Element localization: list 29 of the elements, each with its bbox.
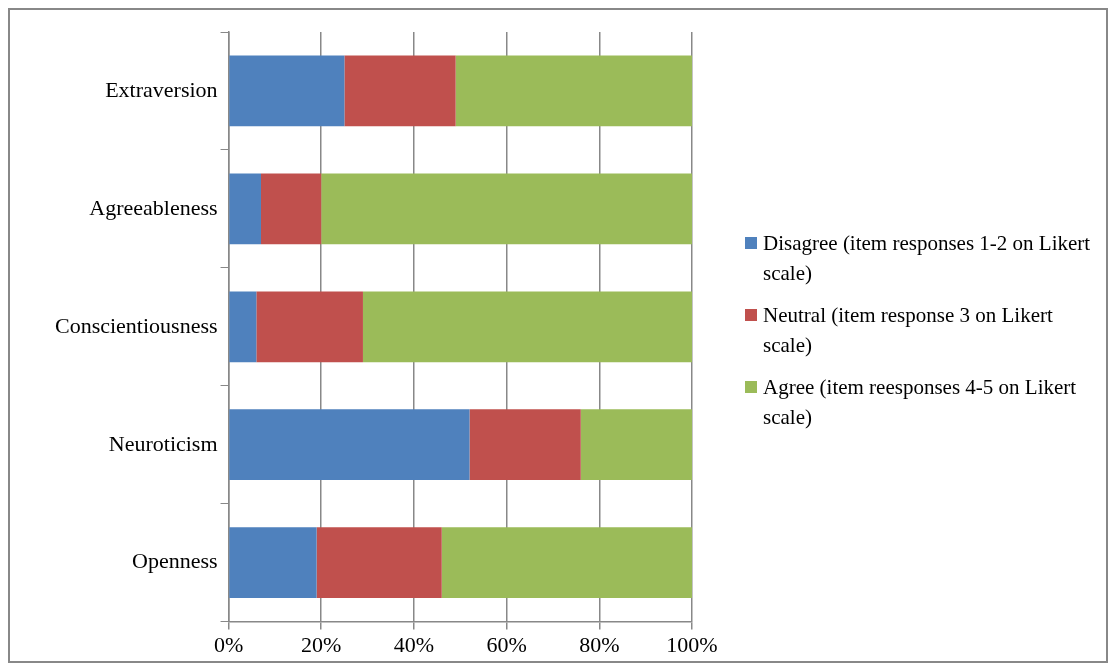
bar: [455, 55, 692, 127]
bar: [229, 527, 317, 599]
x-tick-label: 20%: [301, 631, 342, 657]
bar: [229, 291, 257, 363]
legend-label: Neutral (item response 3 on Likert scale): [763, 302, 1054, 359]
y-tick-label: Extraversion: [105, 76, 218, 102]
bar: [441, 527, 692, 599]
y-tick-label: Neuroticism: [108, 430, 218, 456]
x-tick-label: 100%: [666, 631, 718, 657]
bar: [321, 173, 692, 245]
x-tick-label: 40%: [393, 631, 435, 657]
x-tick-label: 80%: [579, 631, 620, 657]
y-tick-label: Conscientiousness: [54, 312, 218, 338]
legend-label: Agree (item reesponses 4-5 on Likert scale): [763, 374, 1078, 431]
bar: [362, 291, 692, 363]
bar: [256, 291, 363, 363]
bar: [344, 55, 456, 127]
bar: [229, 173, 261, 245]
y-tick-label: Agreeableness: [89, 194, 218, 220]
y-tick-label: Openness: [132, 548, 218, 574]
bar: [260, 173, 322, 245]
x-tick-label: 0%: [213, 631, 244, 657]
x-tick-label: 60%: [486, 631, 527, 657]
bar: [316, 527, 442, 599]
legend-label: Disagree (item responses 1-2 on Likert scale): [763, 230, 1092, 287]
bar: [229, 55, 345, 127]
bar: [229, 409, 470, 481]
bar: [469, 409, 581, 481]
bar: [580, 409, 692, 481]
